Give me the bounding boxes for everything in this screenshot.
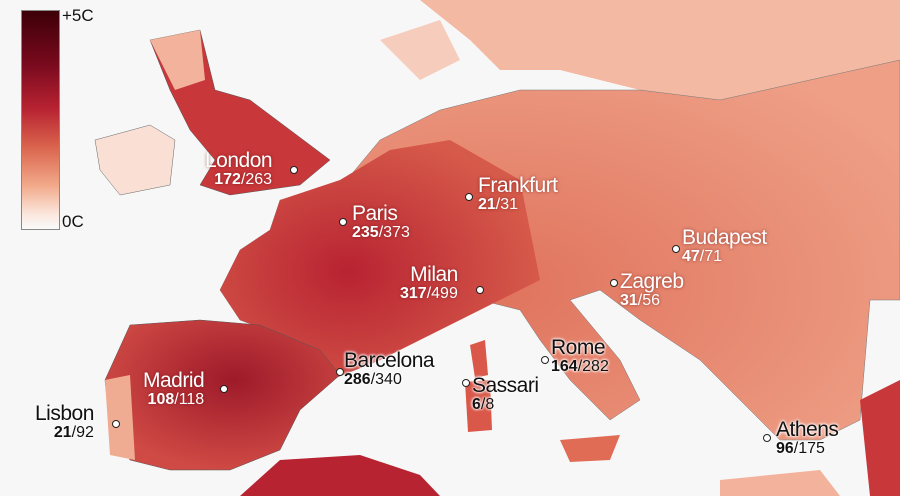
city-stat-bold: 286	[344, 371, 371, 388]
city-label: Barcelona 286/340	[344, 349, 435, 388]
city-label: Rome 164/282	[551, 337, 609, 375]
land-denmark	[380, 20, 460, 80]
city-label: Sassari 6/8	[472, 375, 539, 413]
city-name: Zagreb	[620, 270, 684, 293]
legend-min-label: 0C	[62, 212, 84, 231]
city-stat: 108/118	[143, 391, 205, 408]
city-stat-bold: 235	[352, 224, 379, 241]
city-stat-bold: 108	[147, 391, 175, 408]
city-stat-bold: 21	[478, 196, 496, 213]
city-label: Milan 317/499	[400, 264, 458, 302]
city-marker	[462, 379, 470, 387]
city-name: Barcelona	[344, 349, 435, 372]
city-stat-bold: 31	[620, 292, 638, 309]
city-name: Frankfurt	[478, 174, 558, 197]
city-name: Rome	[551, 336, 606, 359]
city-marker	[610, 279, 618, 287]
city-label: London 172/263	[205, 149, 273, 188]
city-stat: 47/71	[682, 249, 767, 265]
city-stat-total: /71	[699, 248, 723, 265]
city-stat-total: /340	[370, 371, 402, 388]
land-north-africa	[240, 455, 440, 496]
city-stat-total: /31	[495, 196, 519, 213]
city-stat: 6/8	[472, 397, 539, 413]
land-corsica	[470, 340, 488, 378]
color-scale-bar	[21, 10, 60, 230]
city-stat-bold: 317	[400, 285, 427, 302]
city-stat: 235/373	[352, 225, 410, 241]
city-marker	[339, 218, 347, 226]
city-name: Budapest	[682, 226, 767, 249]
land-france-alps	[220, 140, 540, 380]
city-stat: 317/499	[400, 286, 458, 302]
land-portugal	[105, 375, 135, 460]
city-stat-total: /499	[426, 285, 458, 302]
city-marker	[112, 420, 120, 428]
city-stat: 172/263	[205, 172, 272, 188]
city-stat-bold: 96	[776, 440, 794, 457]
city-stat-total: /175	[793, 440, 825, 457]
city-marker	[336, 368, 344, 376]
city-name: Sassari	[472, 374, 539, 397]
city-name: Milan	[410, 263, 458, 286]
city-stat: 21/31	[478, 197, 558, 213]
city-marker	[465, 193, 473, 201]
city-name: Madrid	[143, 369, 205, 392]
city-stat: 286/340	[344, 372, 434, 388]
land-crete	[720, 470, 840, 496]
city-stat-bold: 47	[682, 248, 700, 265]
city-stat-total: /118	[174, 391, 205, 408]
land-sicily	[560, 435, 620, 462]
city-stat-bold: 164	[551, 358, 578, 375]
city-stat-total: /56	[637, 292, 661, 309]
city-label: Frankfurt 21/31	[478, 175, 558, 213]
city-stat-total: /263	[240, 171, 273, 188]
city-stat-total: /373	[378, 224, 410, 241]
city-marker	[763, 434, 771, 442]
city-stat-total: /282	[577, 358, 609, 375]
city-stat-total: /92	[71, 424, 94, 441]
city-name: London	[205, 149, 273, 172]
land-scotland	[150, 30, 205, 90]
city-stat: 96/175	[776, 441, 838, 457]
city-stat: 164/282	[551, 359, 609, 375]
city-label: Paris 235/373	[352, 203, 410, 241]
land-ireland	[94, 124, 176, 196]
city-name: Paris	[352, 202, 398, 225]
city-stat-bold: 6	[472, 396, 481, 413]
city-marker	[541, 356, 549, 364]
land-turkey	[860, 380, 900, 496]
city-name: Lisbon	[35, 402, 94, 425]
legend-max-label: +5C	[62, 6, 94, 25]
city-stat: 21/92	[35, 425, 94, 441]
city-stat-bold: 21	[53, 424, 72, 441]
city-stat: 31/56	[620, 293, 684, 309]
city-label: Athens 96/175	[776, 418, 839, 457]
city-label: Budapest 47/71	[682, 227, 767, 265]
city-stat-total: /8	[480, 396, 495, 413]
city-marker	[220, 385, 228, 393]
land-north	[420, 0, 900, 100]
city-stat-bold: 172	[214, 171, 241, 188]
land-sardinia	[465, 380, 492, 432]
city-label: Lisbon 21/92	[35, 403, 94, 441]
city-marker	[476, 286, 484, 294]
city-marker	[290, 166, 298, 174]
city-label: Madrid 108/118	[143, 369, 205, 408]
city-marker	[672, 245, 680, 253]
city-label: Zagreb 31/56	[620, 271, 684, 309]
city-name: Athens	[776, 418, 839, 441]
